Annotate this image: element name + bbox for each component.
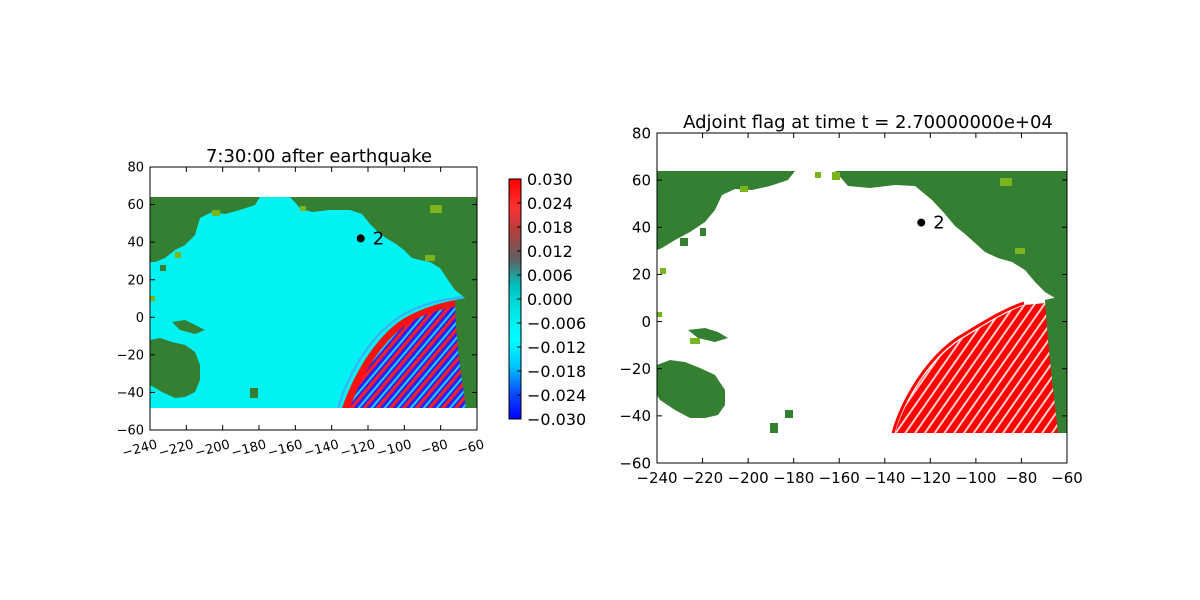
left-land-southamerica	[455, 296, 477, 408]
left-ytick-label: 60	[127, 198, 144, 213]
right-land-isle-a	[785, 410, 793, 418]
left-xtick-label: −160	[266, 437, 304, 461]
right-land-southamerica	[1045, 295, 1067, 433]
right-land-isle-c	[700, 228, 706, 236]
right-xtick-label: −220	[682, 469, 723, 487]
right-coastline	[657, 172, 1025, 344]
left-ytick-label: 40	[127, 236, 144, 251]
left-chart-title: 7:30:00 after earthquake	[206, 146, 432, 167]
left-wave-halo	[337, 295, 477, 408]
left-land-northamerica	[290, 197, 477, 300]
right-xtick-label: −100	[955, 469, 996, 487]
left-panel: 7:30:00 after earthquake	[117, 146, 587, 461]
left-axes-frame	[149, 166, 478, 431]
colorbar-tick-label: 0.024	[527, 194, 573, 213]
left-xtick-label: −240	[121, 437, 159, 461]
right-ytick-label: 20	[632, 266, 651, 284]
right-flag-edge	[891, 301, 1025, 433]
left-ytick-label: 0	[136, 311, 144, 326]
left-land-australia	[150, 338, 200, 398]
left-land-nz	[250, 388, 258, 398]
right-xtick-label: −240	[636, 469, 677, 487]
right-land-newguinea	[688, 328, 728, 342]
right-ytick-label: −40	[619, 407, 651, 425]
left-land-isle	[160, 265, 166, 271]
colorbar-tick-label: −0.006	[527, 314, 586, 333]
right-flag-region	[895, 303, 1058, 433]
colorbar-tick-label: 0.000	[527, 290, 573, 309]
right-ytick-label: 80	[632, 124, 651, 142]
right-land-northamerica	[835, 171, 1067, 300]
left-wave-field	[350, 304, 477, 408]
right-land-isle-b	[680, 238, 688, 246]
left-map	[150, 197, 477, 408]
right-axes: −240 −220 −200 −180 −160 −140 −120 −100 −80 −6080…	[619, 124, 1082, 487]
left-land-asia	[150, 197, 260, 262]
colorbar-tick-label: 0.012	[527, 242, 573, 261]
left-marker-point	[356, 234, 365, 243]
right-ytick-label: 40	[632, 219, 651, 237]
right-ytick-label: 60	[632, 171, 651, 189]
right-xtick-label: −140	[864, 469, 905, 487]
colorbar-tick-label: 0.006	[527, 266, 573, 285]
colorbar-tick-label: 0.018	[527, 218, 573, 237]
right-xtick-label: −80	[1006, 469, 1038, 487]
right-land-australia	[657, 360, 725, 418]
left-ytick-label: 80	[127, 161, 144, 176]
left-marker-label: 2	[373, 228, 384, 249]
colorbar-tick-label: −0.024	[527, 386, 586, 405]
colorbar-tick-label: −0.030	[527, 410, 586, 429]
left-ytick-label: −40	[117, 386, 144, 401]
left-coastline	[150, 205, 442, 301]
right-chart-title: Adjoint flag at time t = 2.70000000e+04	[683, 112, 1053, 133]
left-xtick-label: −80	[419, 437, 449, 459]
colorbar-tick-label: −0.018	[527, 362, 586, 381]
right-ytick-label: −20	[619, 360, 651, 378]
right-marker-point	[917, 218, 926, 227]
right-land	[657, 171, 1067, 433]
left-xtick-label: −220	[157, 437, 195, 461]
right-xtick-label: −160	[819, 469, 860, 487]
right-land-asia	[657, 171, 795, 250]
left-xtick-label: −100	[375, 437, 413, 461]
left-xtick-label: −200	[193, 437, 231, 461]
right-axes-frame	[656, 132, 1068, 464]
right-xtick-label: −180	[773, 469, 814, 487]
left-colorbar: 0.030 0.024 0.018 0.012 0.006 0.000 −0.006 −0.0…	[508, 170, 586, 429]
left-ytick-label: 20	[127, 273, 144, 288]
colorbar-tick-label: 0.030	[527, 170, 573, 189]
right-land-nz	[770, 423, 778, 433]
colorbar-ticks: 0.030 0.024 0.018 0.012 0.006 0.000 −0.006 −0.0…	[517, 170, 586, 429]
left-xtick-label: −60	[456, 437, 486, 459]
left-xtick-label: −120	[339, 437, 377, 461]
left-axes: −240−220−200−180−160−140−120−100 −80 −6080…	[117, 161, 486, 462]
right-ytick-label: 0	[641, 313, 651, 331]
left-land	[150, 197, 477, 408]
colorbar-tick-label: −0.012	[527, 338, 586, 357]
left-xtick-label: −180	[230, 437, 268, 461]
right-xtick-label: −120	[910, 469, 951, 487]
left-ytick-label: −20	[117, 348, 144, 363]
left-land-newguinea	[172, 320, 205, 334]
right-map	[657, 171, 1067, 433]
right-marker-label: 2	[933, 213, 944, 234]
right-xtick-label: −200	[728, 469, 769, 487]
right-panel: Adjoint flag at time t = 2.70000000e+04	[619, 112, 1082, 487]
right-xtick-label: −60	[1051, 469, 1083, 487]
left-ytick-label: −60	[117, 424, 144, 439]
left-xtick-label: −140	[302, 437, 340, 461]
right-ytick-label: −60	[619, 454, 651, 472]
